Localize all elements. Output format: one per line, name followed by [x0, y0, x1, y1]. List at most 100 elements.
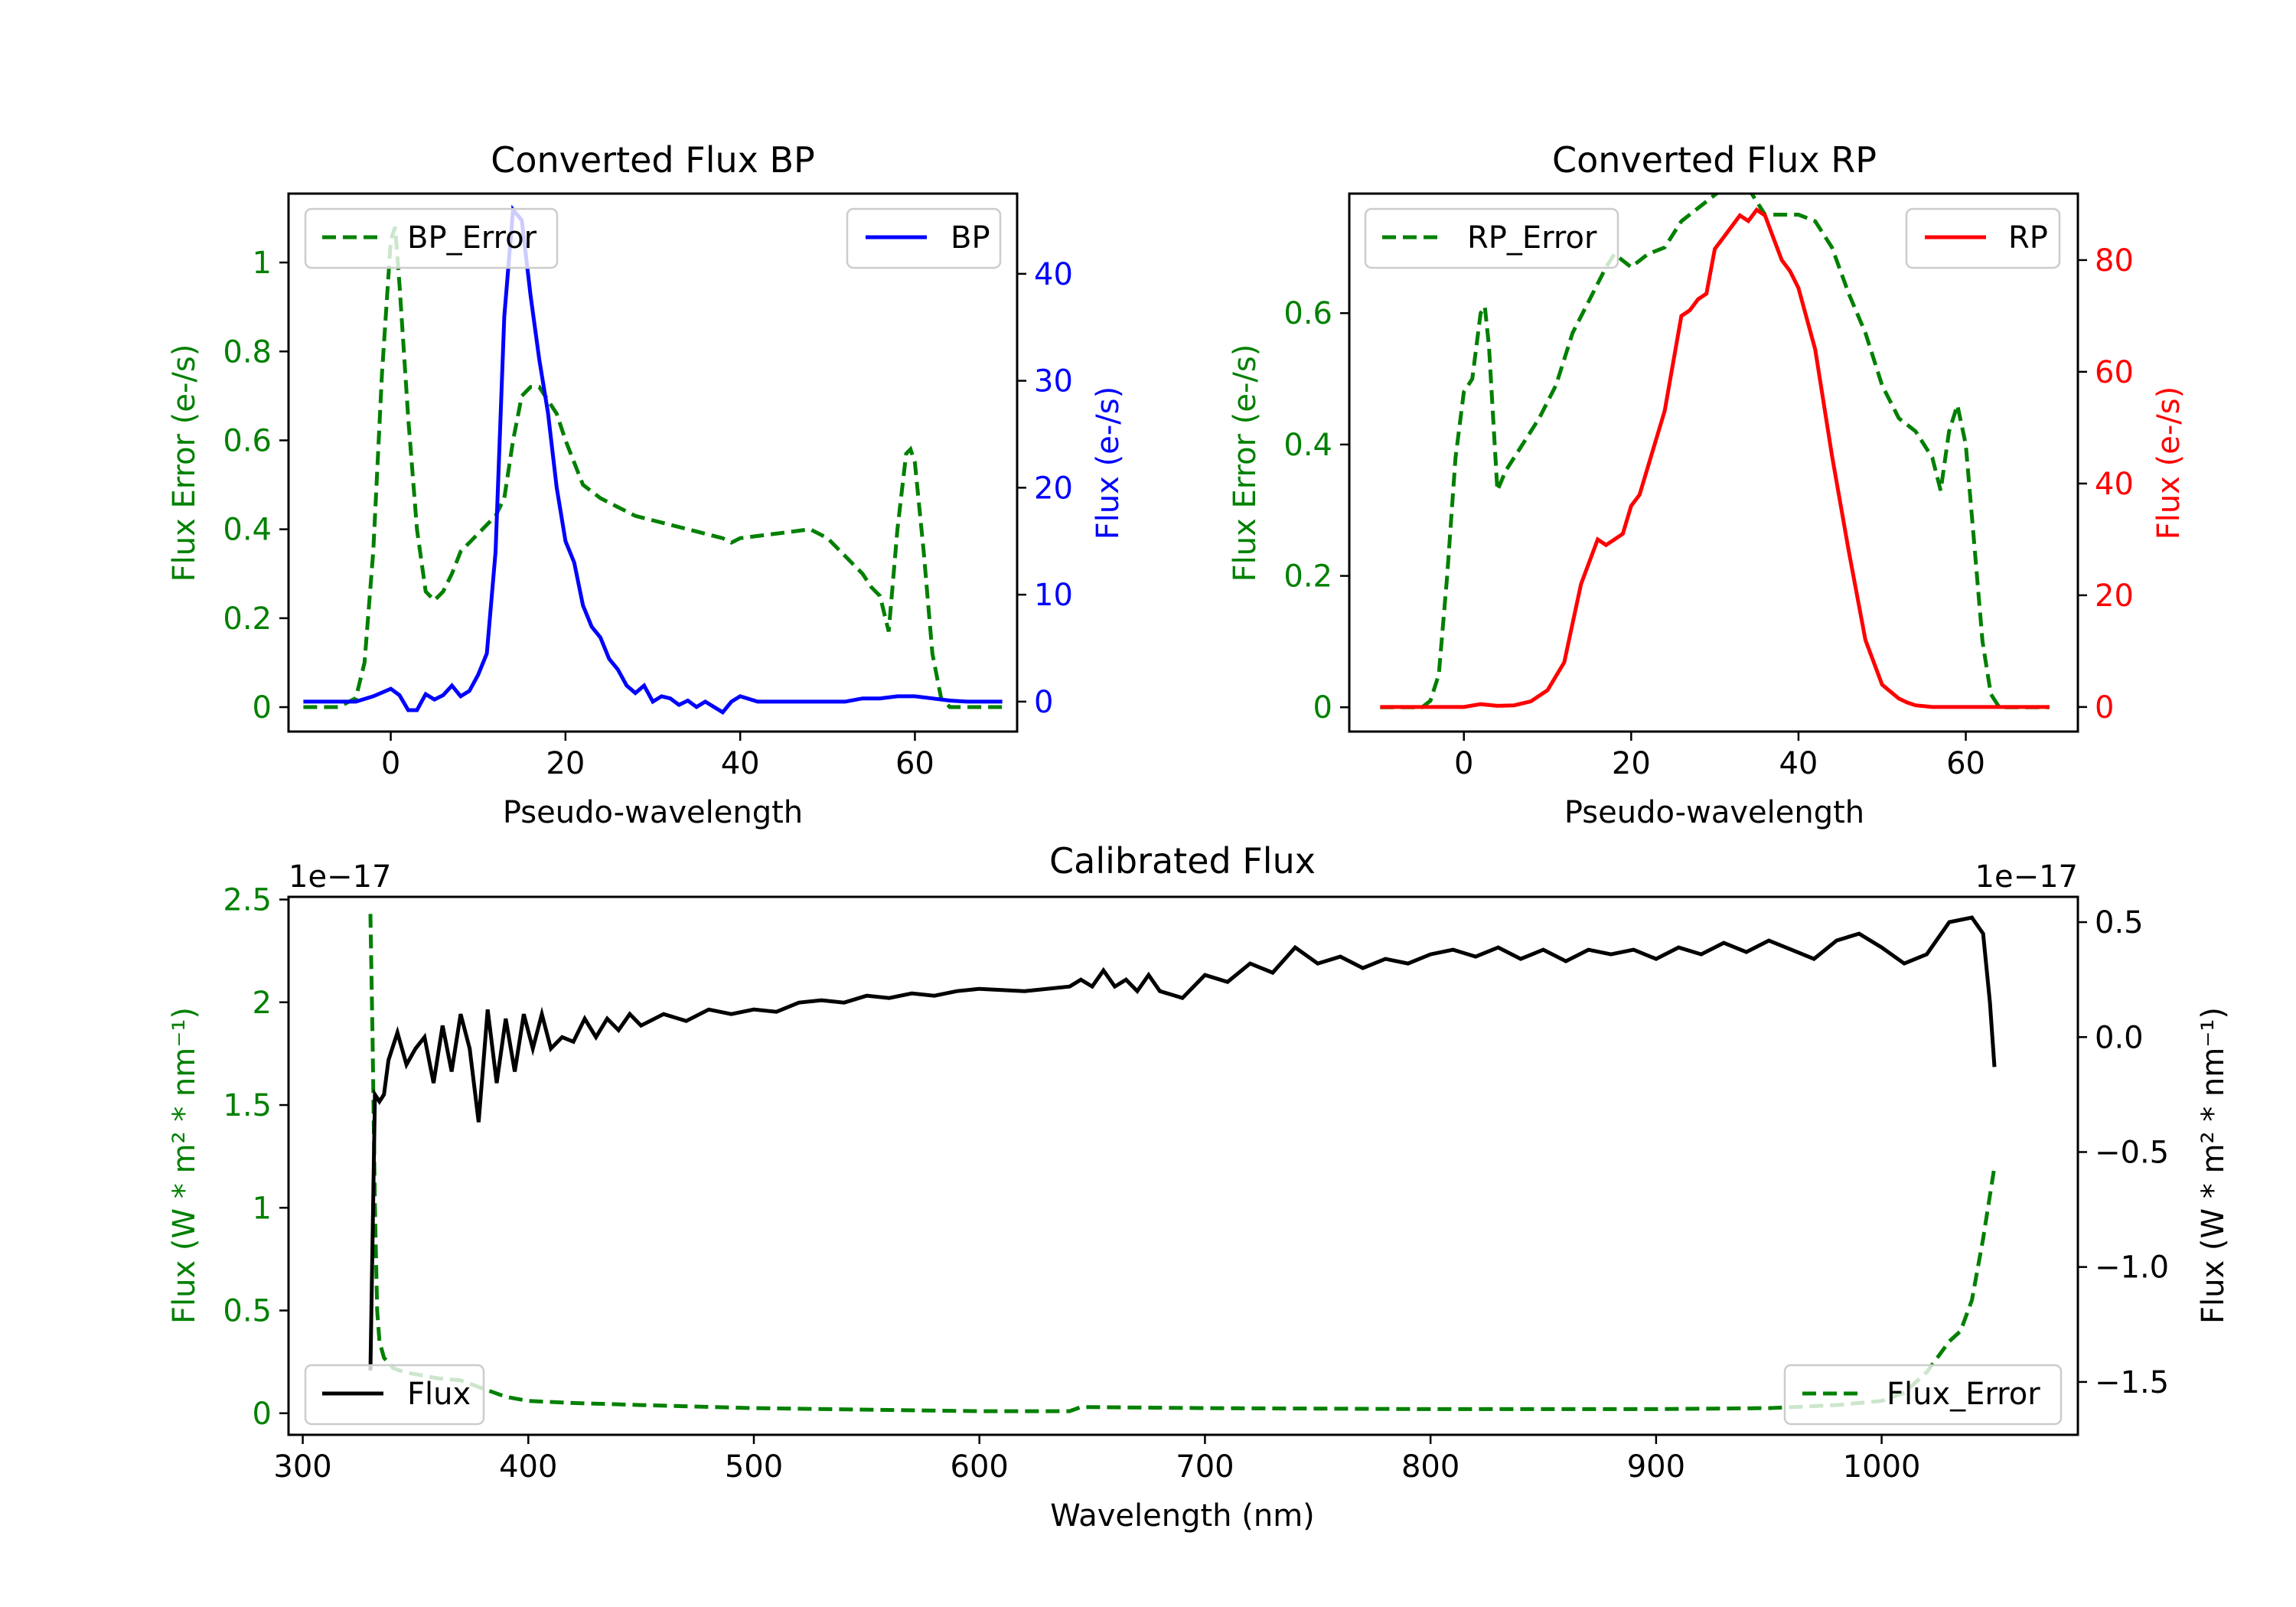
cal-y-left-tick-label: 1	[253, 1191, 272, 1226]
rp-y-right-tick-label: 20	[2095, 579, 2134, 614]
bp-y-right-tick-label: 0	[1034, 685, 1053, 720]
bp-y-ticks-right: 0 10 20 30 40	[1017, 257, 1073, 720]
bp-legend-flux: BP	[846, 207, 1002, 269]
rp-y-left-tick-label: 0	[1313, 690, 1332, 725]
cal-y-left-tick-label: 2	[253, 986, 272, 1021]
bp-legend-flux-label: BP	[951, 220, 990, 256]
rp-legend-error: RP_Error	[1364, 207, 1619, 269]
panel-calibrated: Calibrated Flux 1e−17 1e−17 300 400 500 600…	[167, 840, 2231, 1534]
rp-legend-error-label: RP_Error	[1467, 220, 1597, 256]
rp-x-tick-label: 20	[1612, 746, 1651, 781]
cal-y-left-tick-label: 1.5	[223, 1088, 272, 1123]
rp-y-right-tick-label: 0	[2095, 690, 2114, 725]
cal-offset-right: 1e−17	[1975, 859, 2078, 895]
cal-x-tick-label: 900	[1627, 1449, 1685, 1485]
bp-y-right-tick-label: 10	[1034, 578, 1073, 613]
bp-y-left-tick-label: 0	[253, 690, 272, 725]
cal-y-right-tick-label: −0.5	[2095, 1135, 2169, 1170]
bp-y-ticks-left: 0 0.2 0.4 0.6 0.8 1	[223, 246, 289, 725]
bp-flux-line	[303, 204, 1003, 715]
rp-y-left-tick-label: 0.6	[1283, 296, 1332, 331]
rp-flux-line	[1380, 207, 2050, 709]
cal-x-tick-label: 400	[499, 1449, 557, 1485]
rp-y-ticks-right: 0 20 40 60 80	[2078, 243, 2134, 725]
bp-y-left-tick-label: 0.6	[223, 423, 272, 458]
rp-axes-frame	[1348, 192, 2079, 733]
bp-y-left-tick-label: 0.4	[223, 513, 272, 548]
bp-y-label-right: Flux (e-/s)	[1091, 386, 1126, 539]
cal-legend-flux-box	[304, 1364, 485, 1426]
cal-title: Calibrated Flux	[1049, 840, 1316, 882]
cal-legend-flux: Flux	[304, 1364, 485, 1426]
rp-error-line	[1380, 194, 2050, 709]
rp-x-tick-label: 0	[1454, 746, 1473, 781]
bp-x-tick-label: 0	[381, 746, 400, 781]
bp-legend-error: BP_Error	[304, 207, 559, 269]
rp-title: Converted Flux RP	[1552, 139, 1877, 181]
bp-x-tick-label: 60	[895, 746, 934, 781]
bp-y-left-tick-label: 0.2	[223, 601, 272, 637]
cal-y-right-tick-label: −1.0	[2095, 1250, 2169, 1286]
rp-y-label-left: Flux Error (e-/s)	[1228, 344, 1263, 582]
cal-x-label: Wavelength (nm)	[1050, 1498, 1315, 1534]
rp-x-tick-label: 60	[1946, 746, 1985, 781]
bp-x-ticks: 0 20 40 60	[381, 732, 934, 781]
cal-x-ticks: 300 400 500 600 700 800 900 1000	[273, 1435, 1920, 1485]
bp-series-clip	[303, 204, 1003, 715]
cal-legend-error-label: Flux_Error	[1887, 1377, 2040, 1412]
rp-y-left-tick-label: 0.2	[1283, 559, 1332, 595]
bp-y-label-left: Flux Error (e-/s)	[167, 344, 202, 582]
rp-y-label-right: Flux (e-/s)	[2151, 386, 2187, 539]
rp-x-ticks: 0 20 40 60	[1454, 732, 1985, 781]
cal-x-tick-label: 700	[1176, 1449, 1234, 1485]
bp-plot-area	[287, 192, 1019, 733]
rp-legend-flux-label: RP	[2008, 220, 2048, 256]
bp-x-label: Pseudo-wavelength	[503, 795, 803, 830]
bp-y-right-tick-label: 20	[1034, 471, 1073, 506]
cal-y-right-tick-label: −1.5	[2095, 1365, 2169, 1400]
bp-legend-error-box	[304, 207, 559, 269]
rp-y-ticks-left: 0 0.2 0.4 0.6	[1283, 296, 1349, 725]
bp-x-tick-label: 40	[721, 746, 760, 781]
cal-x-tick-label: 1000	[1843, 1449, 1921, 1485]
rp-y-right-tick-label: 40	[2095, 467, 2134, 502]
cal-axes-frame	[287, 895, 2079, 1436]
rp-legend-flux: RP	[1905, 207, 2061, 269]
rp-x-label: Pseudo-wavelength	[1564, 795, 1864, 830]
cal-y-left-tick-label: 0.5	[223, 1294, 272, 1329]
rp-y-right-tick-label: 80	[2095, 243, 2134, 279]
rp-y-left-tick-label: 0.4	[1283, 428, 1332, 463]
cal-y-label-left: Flux (W * m² * nm⁻¹)	[167, 1007, 202, 1324]
cal-y-left-tick-label: 2.5	[223, 882, 272, 918]
cal-legend-flux-label: Flux	[407, 1377, 471, 1412]
panel-bp: Converted Flux BP 0 20 40 60 0 0.2 0.4 0.6 0.8 1…	[167, 139, 1126, 830]
cal-x-tick-label: 300	[273, 1449, 331, 1485]
bp-title: Converted Flux BP	[491, 139, 815, 181]
cal-x-tick-label: 600	[951, 1449, 1009, 1485]
cal-flux-line	[368, 915, 1997, 1371]
cal-y-ticks-left: 0 0.5 1 1.5 2 2.5	[223, 882, 289, 1432]
cal-y-label-right: Flux (W * m² * nm⁻¹)	[2196, 1007, 2231, 1324]
bp-y-right-tick-label: 30	[1034, 364, 1073, 399]
bp-y-left-tick-label: 0.8	[223, 334, 272, 370]
cal-y-left-tick-label: 0	[253, 1397, 272, 1432]
rp-x-tick-label: 40	[1779, 746, 1818, 781]
bp-error-line	[303, 226, 1003, 709]
cal-legend-error-box	[1783, 1364, 2063, 1426]
cal-y-right-tick-label: 0.0	[2095, 1020, 2144, 1055]
cal-legend-error: Flux_Error	[1783, 1364, 2063, 1426]
cal-y-right-tick-label: 0.5	[2095, 905, 2144, 940]
cal-x-tick-label: 500	[725, 1449, 783, 1485]
cal-offset-left: 1e−17	[289, 859, 391, 895]
cal-y-ticks-right: 0.5 0.0 −0.5 −1.0 −1.5	[2078, 905, 2169, 1400]
rp-y-right-tick-label: 60	[2095, 355, 2134, 390]
bp-legend-error-label: BP_Error	[407, 220, 537, 256]
bp-y-left-tick-label: 1	[253, 246, 272, 281]
bp-y-right-tick-label: 40	[1034, 257, 1073, 292]
rp-legend-error-box	[1364, 207, 1619, 269]
rp-plot-area	[1348, 192, 2079, 733]
panel-rp: Converted Flux RP 0 20 40 60 0 0.2 0.4 0.6 0 20…	[1228, 139, 2187, 830]
cal-x-tick-label: 800	[1401, 1449, 1459, 1485]
bp-axes-frame	[287, 192, 1019, 733]
